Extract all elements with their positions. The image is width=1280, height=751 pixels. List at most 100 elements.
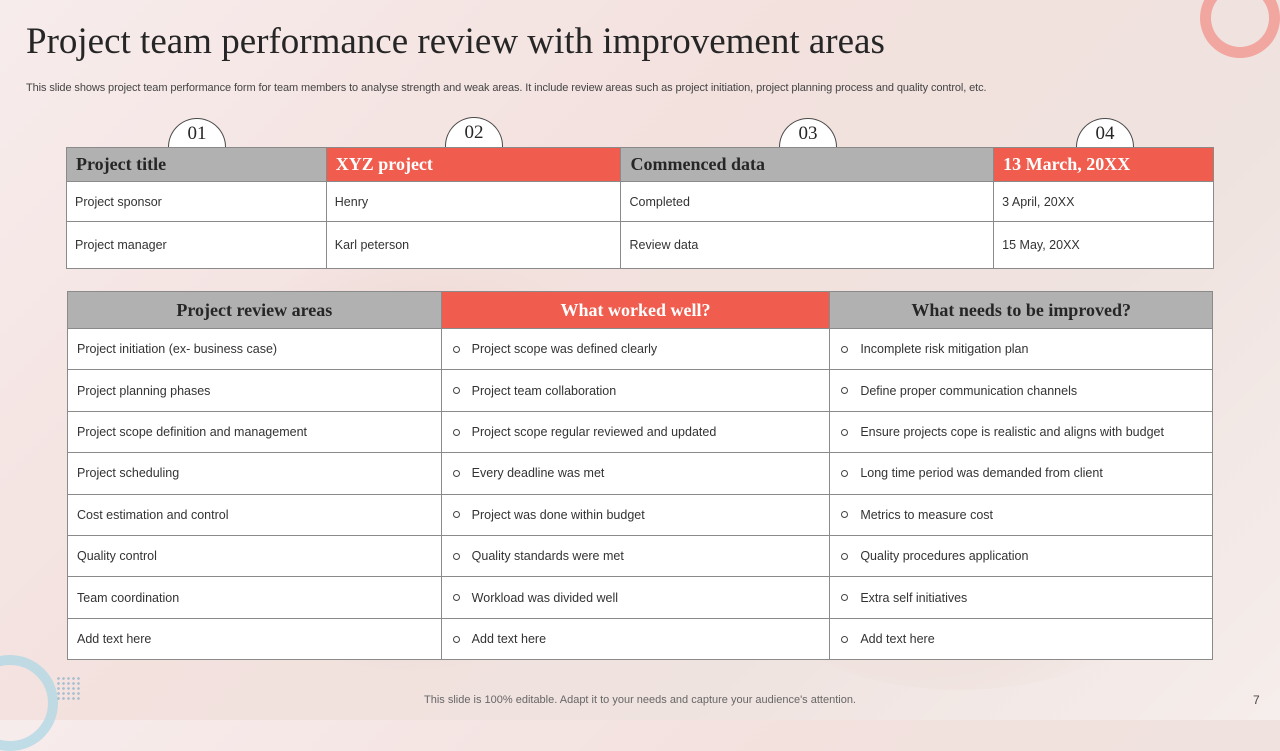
table-cell: Project scope definition and management bbox=[67, 410, 442, 454]
bullet-icon bbox=[452, 552, 460, 560]
bullet-icon bbox=[452, 428, 460, 436]
table-cell: Add text here bbox=[829, 617, 1213, 661]
table-row: Project scope definition and management P… bbox=[67, 410, 1213, 454]
table-header-row: Project review areas What worked well? W… bbox=[67, 291, 1213, 329]
table-cell: Quality procedures application bbox=[829, 534, 1213, 578]
page-number: 7 bbox=[1253, 693, 1260, 707]
table-cell: Project scope regular reviewed and updat… bbox=[440, 410, 831, 454]
table-row: Project scheduling Every deadline was met… bbox=[67, 452, 1213, 495]
table-cell: Ensure projects cope is realistic and al… bbox=[829, 410, 1213, 454]
bullet-icon bbox=[841, 428, 849, 436]
bullet-icon bbox=[452, 594, 460, 602]
table-cell: Review data bbox=[620, 221, 995, 269]
table-cell: Project manager bbox=[66, 221, 327, 269]
table-cell: Henry bbox=[325, 181, 622, 222]
cell-text: Quality procedures application bbox=[860, 549, 1029, 564]
table-cell: Metrics to measure cost bbox=[829, 493, 1213, 536]
table-cell: Add text here bbox=[67, 617, 442, 661]
cell-text: Incomplete risk mitigation plan bbox=[860, 342, 1029, 357]
table-cell: Project scope was defined clearly bbox=[440, 327, 831, 371]
cell-text: Quality standards were met bbox=[471, 549, 624, 564]
decorative-arc bbox=[1200, 0, 1280, 58]
cell-text: Metrics to measure cost bbox=[860, 507, 993, 522]
step-number-02: 02 bbox=[445, 117, 503, 147]
table-cell: Project team collaboration bbox=[440, 369, 831, 412]
header-worked-well: What worked well? bbox=[440, 291, 831, 329]
table-row: Project planning phases Project team coll… bbox=[67, 369, 1213, 412]
cell-text: Add text here bbox=[77, 631, 152, 646]
table-cell: Workload was divided well bbox=[440, 576, 831, 619]
table-header-row: Project title XYZ project Commenced data… bbox=[66, 147, 1214, 182]
cell-text: Long time period was demanded from clien… bbox=[860, 466, 1103, 481]
cell-text: Project team collaboration bbox=[471, 383, 617, 398]
bullet-icon bbox=[452, 470, 460, 478]
table-row: Project sponsor Henry Completed 3 April,… bbox=[66, 181, 1214, 222]
table-cell: Define proper communication channels bbox=[829, 369, 1213, 412]
table-cell: Incomplete risk mitigation plan bbox=[829, 327, 1213, 371]
table-cell: Project sponsor bbox=[66, 181, 327, 222]
table-cell: Add text here bbox=[440, 617, 831, 661]
review-areas-table: Project review areas What worked well? W… bbox=[67, 291, 1213, 661]
cell-text: Cost estimation and control bbox=[77, 507, 229, 522]
cell-text: Project scheduling bbox=[77, 466, 180, 481]
table-row: Team coordination Workload was divided we… bbox=[67, 576, 1213, 619]
table-cell: Long time period was demanded from clien… bbox=[829, 452, 1213, 495]
table-cell: Completed bbox=[620, 181, 995, 222]
table-row: Add text here Add text here Add text here bbox=[67, 617, 1213, 661]
bullet-icon bbox=[841, 594, 849, 602]
cell-text: Add text here bbox=[471, 631, 547, 646]
table-row: Project manager Karl peterson Review dat… bbox=[66, 221, 1214, 269]
bullet-icon bbox=[841, 511, 849, 519]
bullet-icon bbox=[841, 387, 849, 395]
header-cell: Project title bbox=[66, 147, 327, 182]
footer-note: This slide is 100% editable. Adapt it to… bbox=[424, 694, 856, 706]
header-cell: XYZ project bbox=[325, 147, 622, 182]
cell-text: Define proper communication channels bbox=[860, 383, 1078, 398]
cell-text: Extra self initiatives bbox=[860, 590, 968, 605]
table-cell: Quality standards were met bbox=[440, 534, 831, 578]
table-cell: Project was done within budget bbox=[440, 493, 831, 536]
cell-text: Team coordination bbox=[77, 590, 180, 605]
step-number-03: 03 bbox=[779, 118, 837, 148]
step-number-01: 01 bbox=[168, 118, 226, 148]
bullet-icon bbox=[841, 635, 849, 643]
bullet-icon bbox=[452, 511, 460, 519]
cell-text: Project scope regular reviewed and updat… bbox=[471, 424, 717, 439]
bullet-icon bbox=[452, 387, 460, 395]
cell-text: Project initiation (ex- business case) bbox=[77, 342, 278, 357]
table-cell: Quality control bbox=[67, 534, 442, 578]
cell-text: Project planning phases bbox=[77, 383, 211, 398]
cell-text: Project was done within budget bbox=[471, 507, 645, 522]
table-row: Project initiation (ex- business case) Pr… bbox=[67, 327, 1213, 371]
table-cell: Extra self initiatives bbox=[829, 576, 1213, 619]
bullet-icon bbox=[841, 552, 849, 560]
header-cell: Commenced data bbox=[620, 147, 995, 182]
table-row: Cost estimation and control Project was d… bbox=[67, 493, 1213, 536]
table-cell: 3 April, 20XX bbox=[993, 181, 1214, 222]
table-cell: Every deadline was met bbox=[440, 452, 831, 495]
project-details-table: Project title XYZ project Commenced data… bbox=[66, 147, 1214, 269]
cell-text: Ensure projects cope is realistic and al… bbox=[860, 424, 1164, 439]
table-cell: Project scheduling bbox=[67, 452, 442, 495]
header-needs-improvement: What needs to be improved? bbox=[829, 291, 1213, 329]
header-review-areas: Project review areas bbox=[67, 291, 442, 329]
slide-subtitle: This slide shows project team performanc… bbox=[26, 82, 987, 94]
bullet-icon bbox=[452, 635, 460, 643]
table-cell: Cost estimation and control bbox=[67, 493, 442, 536]
bullet-icon bbox=[452, 345, 460, 353]
header-cell: 13 March, 20XX bbox=[993, 147, 1214, 182]
bullet-icon bbox=[841, 345, 849, 353]
decorative-dot-grid bbox=[56, 676, 82, 702]
step-number-04: 04 bbox=[1076, 118, 1134, 148]
table-cell: Team coordination bbox=[67, 576, 442, 619]
table-cell: Project initiation (ex- business case) bbox=[67, 327, 442, 371]
table-row: Quality control Quality standards were me… bbox=[67, 534, 1213, 578]
cell-text: Workload was divided well bbox=[471, 590, 619, 605]
cell-text: Quality control bbox=[77, 549, 157, 564]
cell-text: Project scope definition and management bbox=[77, 424, 308, 439]
cell-text: Add text here bbox=[860, 631, 935, 646]
slide-title: Project team performance review with imp… bbox=[26, 21, 885, 62]
cell-text: Every deadline was met bbox=[471, 466, 605, 481]
cell-text: Project scope was defined clearly bbox=[471, 342, 658, 357]
table-cell: Karl peterson bbox=[325, 221, 622, 269]
